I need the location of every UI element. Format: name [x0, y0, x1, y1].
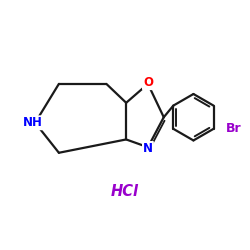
Text: HCl: HCl — [111, 184, 139, 198]
Text: NH: NH — [23, 116, 43, 129]
Text: Br: Br — [226, 122, 242, 135]
Text: N: N — [143, 142, 153, 155]
Text: O: O — [143, 76, 153, 89]
